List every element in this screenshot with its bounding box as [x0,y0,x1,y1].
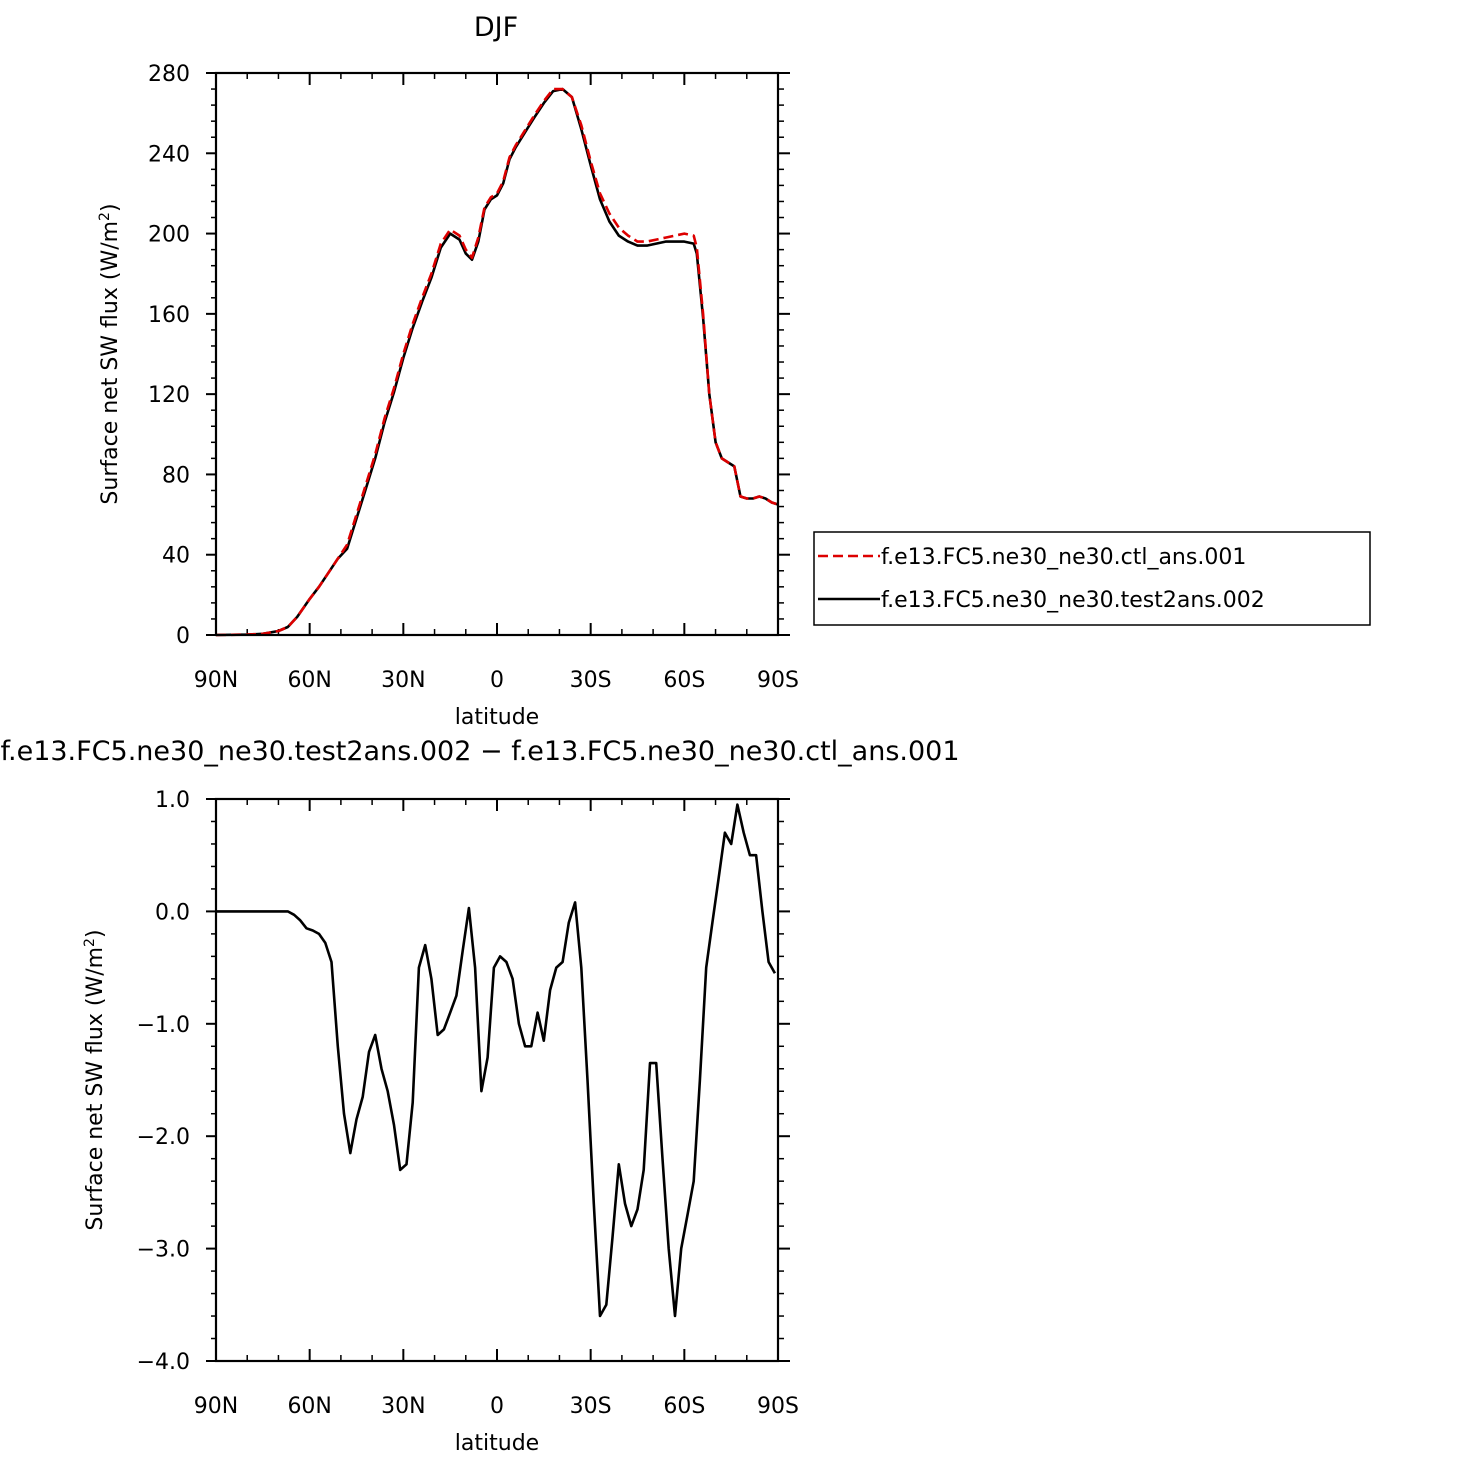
top-panel: DJF 90N 60N 30N 0 30S 60S 90S 0 40 80 120 160 200 240… [97,12,799,730]
top-chart-title: DJF [474,12,518,43]
bottom-x-tick-label: 0 [490,1394,504,1419]
top-x-tick-label: 60N [287,668,331,693]
legend-label-test: f.e13.FC5.ne30_ne30.test2ans.002 [881,588,1265,613]
legend-label-ctl: f.e13.FC5.ne30_ne30.ctl_ans.001 [881,545,1246,570]
top-plot-frame [214,71,780,637]
top-y-tick-label: 40 [162,544,190,569]
top-y-tick-label: 120 [148,383,190,408]
bottom-y-tick-label: −3.0 [137,1238,190,1263]
top-y-tick-label: 240 [148,142,190,167]
bottom-chart-title: f.e13.FC5.ne30_ne30.test2ans.002 − f.e13… [0,736,959,767]
bottom-plot-frame [214,797,780,1363]
bottom-y-tick-label: 0.0 [155,900,190,925]
top-x-axis-label: latitude [455,705,539,730]
top-y-tick-label: 160 [148,303,190,328]
bottom-x-tick-label: 60N [287,1394,331,1419]
bottom-x-tick-label: 30S [570,1394,612,1419]
bottom-x-tick-label: 90S [757,1394,799,1419]
bottom-plot-area: 90N 60N 30N 0 30S 60S 90S −4.0 −3.0 −2.0 −1.0 0.0 1.… [137,788,799,1419]
top-x-tick-label: 90N [194,668,238,693]
top-plot-area: 90N 60N 30N 0 30S 60S 90S 0 40 80 120 160 200 240 280 [148,62,799,693]
bottom-y-tick-label: −2.0 [137,1125,190,1150]
bottom-x-tick-label: 60S [663,1394,705,1419]
bottom-series-line-0 [216,803,777,1318]
bottom-x-tick-label: 30N [381,1394,425,1419]
top-x-tick-label: 90S [757,668,799,693]
bottom-y-tick-label: −1.0 [137,1013,190,1038]
legend-box [813,531,1371,626]
bottom-y-tick-label: 1.0 [155,788,190,813]
top-y-tick-label: 0 [176,624,190,649]
bottom-y-tick-label: −4.0 [137,1350,190,1375]
top-y-tick-label: 280 [148,62,190,87]
top-y-axis-label: Surface net SW flux (W/m2) [97,203,123,504]
top-x-tick-label: 30N [381,668,425,693]
bottom-panel: f.e13.FC5.ne30_ne30.test2ans.002 − f.e13… [0,736,959,1456]
top-y-tick-label: 200 [148,223,190,248]
top-x-tick-label: 60S [663,668,705,693]
top-x-tick-label: 30S [570,668,612,693]
legend: f.e13.FC5.ne30_ne30.ctl_ans.001 f.e13.FC… [813,531,1371,626]
top-x-tick-label: 0 [490,668,504,693]
bottom-y-axis-label: Surface net SW flux (W/m2) [82,929,108,1230]
bottom-x-axis-label: latitude [455,1431,539,1456]
top-series-line-1 [215,87,779,637]
top-series-line-0 [215,87,779,637]
bottom-x-tick-label: 90N [194,1394,238,1419]
top-y-tick-label: 80 [162,463,190,488]
